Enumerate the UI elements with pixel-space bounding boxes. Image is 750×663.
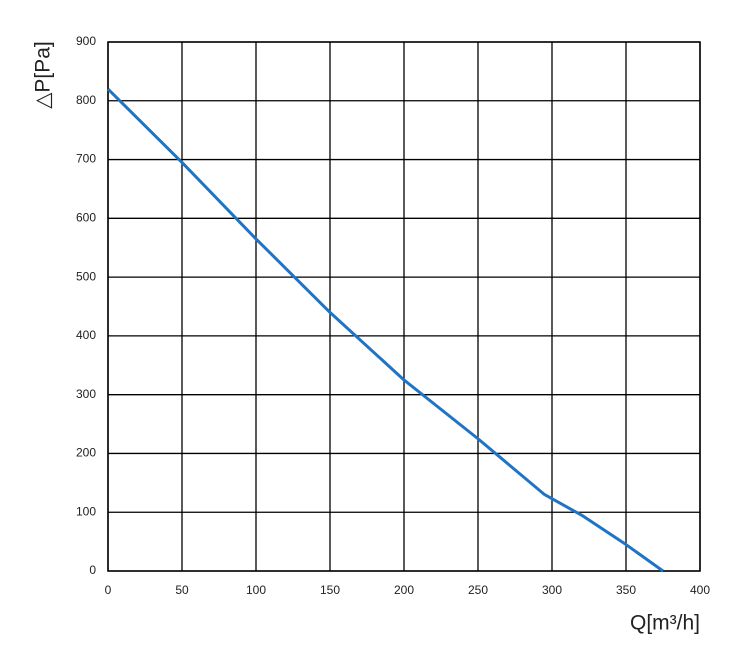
x-tick-label: 150 (320, 583, 340, 597)
y-tick-label: 100 (76, 504, 96, 518)
x-tick-label: 0 (105, 583, 112, 597)
y-tick-label: 800 (76, 93, 96, 107)
plot-border (107, 41, 701, 572)
x-tick-label: 200 (394, 583, 414, 597)
x-tick-label: 250 (468, 583, 488, 597)
x-tick-label: 350 (616, 583, 636, 597)
y-tick-label: 200 (76, 446, 96, 460)
x-tick-label: 300 (542, 583, 562, 597)
y-tick-label: 600 (76, 211, 96, 225)
x-tick-label: 50 (175, 583, 189, 597)
x-tick-label: 100 (246, 583, 266, 597)
y-tick-label: 500 (76, 269, 96, 283)
y-tick-label: 400 (76, 328, 96, 342)
x-axis-label: Q[m³/h] (630, 612, 700, 635)
y-axis-label: △P[Pa] (32, 41, 55, 109)
y-tick-label: 700 (76, 152, 96, 166)
y-tick-label: 300 (76, 387, 96, 401)
y-tick-label: 900 (76, 34, 96, 48)
y-tick-label: 0 (89, 563, 96, 577)
x-tick-label: 400 (690, 583, 710, 597)
data-line (106, 87, 664, 573)
